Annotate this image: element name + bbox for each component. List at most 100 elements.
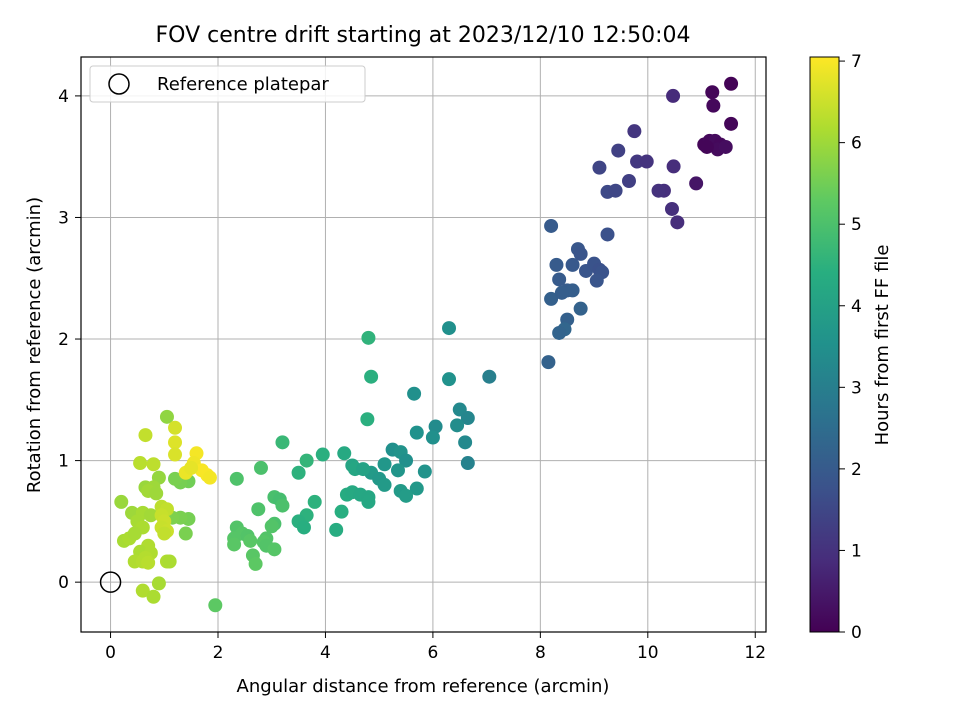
data-point [168,420,183,435]
data-point [202,470,217,485]
data-point [315,447,330,462]
colorbar-tick-label: 7 [851,52,862,72]
grid-lines [81,57,766,632]
data-point [227,537,242,552]
y-tick-label: 3 [58,208,69,228]
data-point [428,419,443,434]
legend-box [89,65,366,103]
data-point [442,372,457,387]
data-point [544,291,559,306]
data-point [141,555,156,570]
data-point [544,218,559,233]
x-tick-label: 10 [637,643,659,663]
data-point [706,98,721,113]
data-point [399,488,414,503]
colorbar-tick-label: 3 [851,378,862,398]
data-point [482,369,497,384]
data-point [307,494,322,509]
x-tick-label: 12 [744,643,766,663]
data-point [589,273,604,288]
data-point [554,285,569,300]
data-point [146,589,161,604]
data-point [573,301,588,316]
data-point [364,369,379,384]
legend: Reference platepar [89,65,366,103]
data-point [565,283,580,298]
data-point [718,139,733,154]
data-point [296,520,311,535]
data-point [168,447,183,462]
data-point [666,88,681,103]
x-tick-label: 8 [535,643,546,663]
data-point [627,124,642,139]
legend-label: Reference platepar [157,74,329,95]
data-point [133,456,148,471]
data-point [549,257,564,272]
data-point [168,435,183,450]
data-point [361,494,376,509]
data-point [417,464,432,479]
x-tick-label: 2 [213,643,224,663]
data-point [151,576,166,591]
colorbar-gradient [809,56,840,633]
data-point [664,201,679,216]
data-point [253,460,268,475]
x-axis-label: Angular distance from reference (arcmin) [237,676,610,697]
data-point [178,526,193,541]
data-point [651,183,666,198]
data-point [407,386,422,401]
data-point [159,409,174,424]
data-point [114,494,129,509]
data-point [409,425,424,440]
x-tick-label: 6 [427,643,438,663]
data-point [157,526,172,541]
colorbar-tick-label: 6 [851,134,862,154]
data-point [184,460,199,475]
data-point [356,462,371,477]
y-axis-label: Rotation from reference (arcmin) [24,197,45,493]
data-point [552,272,567,287]
data-point [143,508,158,523]
chart-title: FOV centre drift starting at 2023/12/10 … [156,23,691,48]
reference-point [99,571,122,593]
data-point [248,556,263,571]
x-axis-ticks: 0 2 4 6 8 10 12 [105,632,766,663]
data-point [360,412,375,427]
data-point [138,428,153,443]
data-point [243,533,258,548]
data-point [251,502,266,517]
data-point [699,139,714,154]
data-point [458,435,473,450]
colorbar-tick-label: 1 [851,541,862,561]
colorbar-tick-label: 5 [851,215,862,235]
data-point [592,160,607,175]
data-point [608,183,623,198]
x-tick-label: 0 [105,643,116,663]
data-point [399,453,414,468]
data-point [390,463,405,478]
x-tick-label: 4 [320,643,331,663]
data-point [622,173,636,188]
data-point [573,246,588,261]
data-point [267,542,282,557]
data-points [114,76,739,613]
data-point [460,411,475,426]
data-point [275,435,290,450]
data-point [229,471,244,486]
legend-open-circle-icon [108,73,130,95]
data-point [149,486,164,501]
data-point [409,481,424,496]
data-point [442,321,457,336]
data-point [630,154,645,169]
data-point [168,471,183,486]
data-point [291,465,306,480]
y-axis-ticks: 0 1 2 3 4 [58,87,81,593]
colorbar-tick-label: 2 [851,460,862,480]
data-point [329,522,344,537]
y-tick-label: 2 [58,330,69,350]
data-point [600,227,615,242]
data-point [541,355,556,370]
data-point [135,583,150,598]
data-point [670,215,685,230]
colorbar: 0 1 2 3 4 5 6 7 Hours from first FF file [809,52,893,643]
